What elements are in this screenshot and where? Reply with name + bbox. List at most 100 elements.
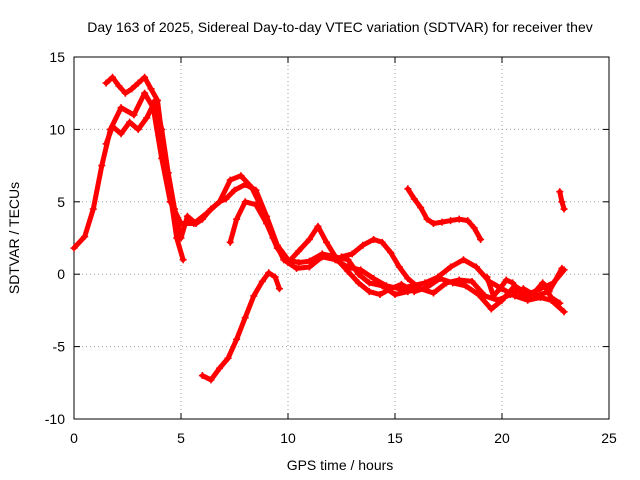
series-track-i	[556, 188, 568, 213]
data-point	[355, 279, 363, 287]
data-series	[70, 73, 568, 384]
data-point	[141, 89, 149, 97]
data-point	[284, 259, 292, 267]
x-tick-label: 0	[70, 430, 78, 446]
data-point	[166, 191, 174, 199]
x-tick-label: 15	[387, 430, 403, 446]
data-point	[395, 263, 403, 271]
y-tick-label: -5	[53, 339, 66, 355]
data-point	[179, 256, 187, 264]
data-point	[365, 288, 373, 296]
data-point	[226, 238, 234, 246]
data-point	[305, 257, 313, 265]
data-point	[522, 293, 530, 301]
x-tick-label: 25	[601, 430, 617, 446]
data-point	[333, 256, 341, 264]
data-point	[404, 275, 412, 283]
data-point	[233, 335, 241, 343]
series-track-g	[404, 185, 485, 243]
data-point	[338, 253, 345, 261]
data-point	[430, 220, 438, 228]
series-trace	[103, 74, 186, 263]
data-point	[130, 111, 138, 119]
data-point	[455, 215, 463, 223]
data-point	[275, 285, 283, 293]
plot-frame	[73, 56, 610, 420]
data-point	[423, 215, 431, 223]
series-trace	[199, 270, 282, 383]
data-point	[295, 259, 303, 267]
series-trace	[71, 90, 567, 315]
data-point	[115, 82, 123, 90]
x-tick-label: 5	[177, 430, 185, 446]
data-point	[102, 79, 110, 87]
x-tick-labels: 0 5 10 15 20 25	[70, 430, 617, 446]
data-point	[231, 186, 238, 194]
data-point	[134, 79, 142, 87]
data-point	[378, 282, 386, 290]
data-point	[128, 85, 136, 93]
data-point	[216, 364, 224, 372]
data-point	[359, 241, 367, 249]
data-point	[241, 198, 249, 206]
data-point	[241, 180, 249, 188]
data-point	[515, 288, 523, 296]
data-point	[498, 296, 506, 304]
data-point	[417, 204, 425, 212]
data-point	[549, 279, 557, 287]
series-track-f	[198, 269, 283, 384]
data-point	[271, 273, 279, 281]
data-point	[226, 176, 234, 184]
data-point	[134, 125, 142, 133]
data-point	[81, 233, 89, 241]
data-point	[198, 372, 206, 380]
data-point	[438, 218, 446, 226]
data-point	[560, 308, 568, 316]
data-point	[447, 217, 455, 225]
data-point	[376, 290, 384, 298]
data-point	[468, 277, 476, 285]
data-point	[423, 283, 431, 291]
data-point	[355, 270, 363, 278]
data-point	[258, 277, 266, 285]
data-point	[173, 234, 181, 242]
data-point	[365, 279, 373, 287]
data-point	[547, 293, 555, 301]
data-point	[117, 104, 125, 112]
data-point	[449, 279, 457, 287]
data-point	[252, 201, 260, 209]
data-point	[147, 85, 155, 93]
data-point	[539, 279, 547, 287]
data-point	[502, 276, 510, 284]
data-point	[447, 263, 455, 271]
data-point	[470, 224, 478, 232]
data-point	[141, 73, 149, 81]
data-point	[102, 140, 110, 148]
data-point	[483, 273, 491, 281]
data-point	[109, 73, 117, 81]
data-point	[192, 220, 200, 228]
data-point	[323, 238, 331, 246]
data-point	[293, 264, 301, 272]
data-point	[233, 215, 241, 223]
data-point	[404, 185, 412, 193]
data-point	[348, 250, 356, 258]
data-point	[305, 235, 313, 243]
axis-ticks	[73, 56, 610, 420]
data-point	[126, 118, 134, 126]
y-tick-label: 0	[57, 266, 65, 282]
data-point	[558, 198, 566, 206]
data-point	[509, 279, 517, 287]
x-tick-label: 20	[494, 430, 510, 446]
data-point	[556, 188, 564, 196]
chart-title: Day 163 of 2025, Sidereal Day-to-day VTE…	[87, 19, 593, 35]
x-tick-label: 10	[280, 430, 296, 446]
data-point	[183, 212, 191, 220]
data-point	[98, 162, 106, 170]
data-point	[464, 217, 472, 225]
data-point	[370, 275, 378, 283]
data-point	[70, 244, 78, 252]
data-point	[459, 256, 467, 264]
data-point	[436, 275, 444, 283]
